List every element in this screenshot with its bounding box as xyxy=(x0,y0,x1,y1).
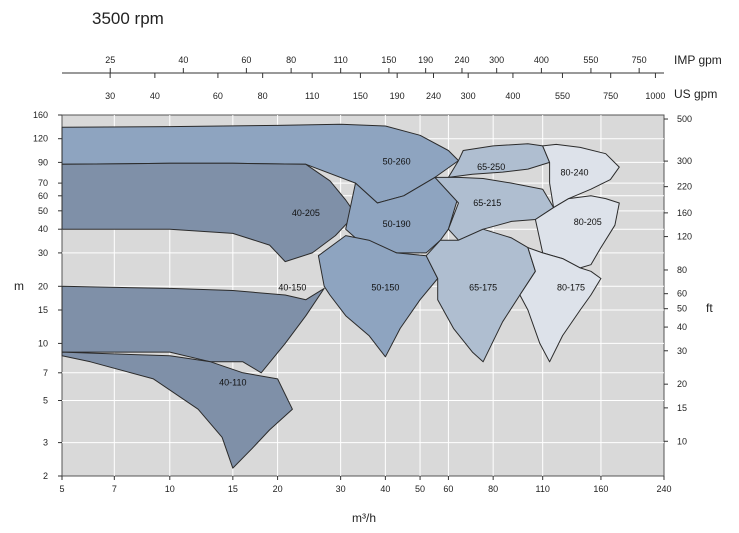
x-axis-label: m³/h xyxy=(352,511,376,525)
ft-tick-label: 160 xyxy=(677,208,692,218)
y-tick-label: 90 xyxy=(38,157,48,167)
region-label-80-240: 80-240 xyxy=(561,167,589,177)
region-65-175 xyxy=(425,228,536,363)
us-gpm-tick-label: 550 xyxy=(555,91,570,101)
x-tick-label: 20 xyxy=(273,484,283,494)
y-tick-label: 5 xyxy=(43,396,48,406)
ft-tick-label: 60 xyxy=(677,289,687,299)
us-gpm-tick-label: 240 xyxy=(426,91,441,101)
y-tick-label: 10 xyxy=(38,338,48,348)
us-gpm-tick-label: 190 xyxy=(390,91,405,101)
us-gpm-tick-label: 300 xyxy=(461,91,476,101)
chart-title: 3500 rpm xyxy=(92,9,164,28)
us-gpm-tick-label: 40 xyxy=(150,91,160,101)
ft-axis-label: ft xyxy=(706,301,713,315)
imp-gpm-tick-label: 60 xyxy=(241,55,251,65)
y-tick-label: 50 xyxy=(38,206,48,216)
imp-gpm-tick-label: 750 xyxy=(632,55,647,65)
x-tick-label: 160 xyxy=(593,484,608,494)
ft-tick-label: 10 xyxy=(677,436,687,446)
imp-gpm-tick-label: 400 xyxy=(534,55,549,65)
x-tick-label: 5 xyxy=(59,484,64,494)
ft-tick-label: 80 xyxy=(677,265,687,275)
region-label-40-150: 40-150 xyxy=(278,283,306,293)
imp-gpm-label: IMP gpm xyxy=(674,53,722,67)
imp-gpm-tick-label: 300 xyxy=(489,55,504,65)
ft-tick-label: 20 xyxy=(677,379,687,389)
region-label-50-260: 50-260 xyxy=(383,156,411,166)
y-tick-label: 3 xyxy=(43,438,48,448)
y-tick-label: 40 xyxy=(38,224,48,234)
y-tick-label: 2 xyxy=(43,471,48,481)
x-tick-label: 110 xyxy=(535,484,549,494)
region-50-150 xyxy=(317,235,439,358)
imp-gpm-ticks: 25 40 60 80 110 150 190 240 300 400 550 750 xyxy=(105,55,647,73)
region-40-150 xyxy=(61,285,325,374)
us-gpm-tick-label: 750 xyxy=(603,91,618,101)
ft-axis-ticks: 10 15 20 30 40 50 60 80 120 160 220 300 500 xyxy=(664,114,692,446)
imp-gpm-tick-label: 110 xyxy=(333,55,347,65)
ft-tick-label: 500 xyxy=(677,114,692,124)
us-gpm-tick-label: 60 xyxy=(213,91,223,101)
imp-gpm-tick-label: 40 xyxy=(178,55,188,65)
ft-tick-label: 15 xyxy=(677,403,687,413)
region-label-65-215: 65-215 xyxy=(473,198,501,208)
region-label-50-150: 50-150 xyxy=(371,283,399,293)
y-tick-label: 160 xyxy=(33,110,48,120)
region-label-40-110: 40-110 xyxy=(219,377,246,387)
y-tick-label: 120 xyxy=(33,134,48,144)
us-gpm-tick-label: 30 xyxy=(105,91,115,101)
ft-tick-label: 120 xyxy=(677,232,692,242)
region-labels: 50-260 40-205 40-150 40-110 50-190 50-150 65-2… xyxy=(219,156,602,387)
us-gpm-tick-label: 150 xyxy=(353,91,368,101)
y-tick-label: 15 xyxy=(38,305,48,315)
x-axis-ticks: 5 7 10 15 20 30 40 50 60 80 110 160 240 xyxy=(59,476,672,494)
x-tick-label: 40 xyxy=(380,484,390,494)
region-40-205 xyxy=(61,162,356,263)
us-gpm-label: US gpm xyxy=(674,87,717,101)
pump-regions xyxy=(61,123,620,469)
ft-tick-label: 220 xyxy=(677,182,692,192)
x-tick-label: 10 xyxy=(165,484,175,494)
x-tick-label: 240 xyxy=(656,484,671,494)
imp-gpm-tick-label: 80 xyxy=(286,55,296,65)
region-label-65-250: 65-250 xyxy=(477,162,505,172)
region-label-65-175: 65-175 xyxy=(469,283,497,293)
y-axis-label: m xyxy=(14,279,24,293)
region-40-110 xyxy=(61,351,293,469)
ft-tick-label: 40 xyxy=(677,322,687,332)
region-80-240 xyxy=(542,143,620,209)
us-gpm-tick-label: 400 xyxy=(505,91,520,101)
us-gpm-tick-label: 80 xyxy=(258,91,268,101)
y-tick-label: 70 xyxy=(38,178,48,188)
us-gpm-tick-label: 110 xyxy=(305,91,319,101)
y-tick-label: 60 xyxy=(38,191,48,201)
y-axis-ticks: 2 3 5 7 10 15 20 30 40 50 60 70 90 120 160 xyxy=(33,110,62,481)
ft-tick-label: 50 xyxy=(677,304,687,314)
y-tick-label: 20 xyxy=(38,281,48,291)
y-tick-label: 30 xyxy=(38,248,48,258)
region-label-50-190: 50-190 xyxy=(383,219,411,229)
y-tick-label: 7 xyxy=(43,368,48,378)
region-label-40-205: 40-205 xyxy=(292,208,320,218)
region-label-80-205: 80-205 xyxy=(574,217,602,227)
imp-gpm-tick-label: 25 xyxy=(105,55,115,65)
x-tick-label: 30 xyxy=(336,484,346,494)
x-tick-label: 7 xyxy=(112,484,117,494)
ft-tick-label: 30 xyxy=(677,346,687,356)
imp-gpm-tick-label: 150 xyxy=(381,55,396,65)
x-tick-label: 15 xyxy=(228,484,238,494)
imp-gpm-tick-label: 550 xyxy=(583,55,598,65)
imp-gpm-tick-label: 190 xyxy=(418,55,433,65)
x-tick-label: 80 xyxy=(488,484,498,494)
us-gpm-tick-label: 1000 xyxy=(645,91,665,101)
x-tick-label: 50 xyxy=(415,484,425,494)
region-80-175 xyxy=(519,247,602,363)
imp-gpm-tick-label: 240 xyxy=(454,55,469,65)
ft-tick-label: 300 xyxy=(677,156,692,166)
x-tick-label: 60 xyxy=(443,484,453,494)
us-gpm-ticks: 30 40 60 80 110 150 190 240 300 400 550 750 1000 xyxy=(105,73,665,101)
region-label-80-175: 80-175 xyxy=(557,283,585,293)
